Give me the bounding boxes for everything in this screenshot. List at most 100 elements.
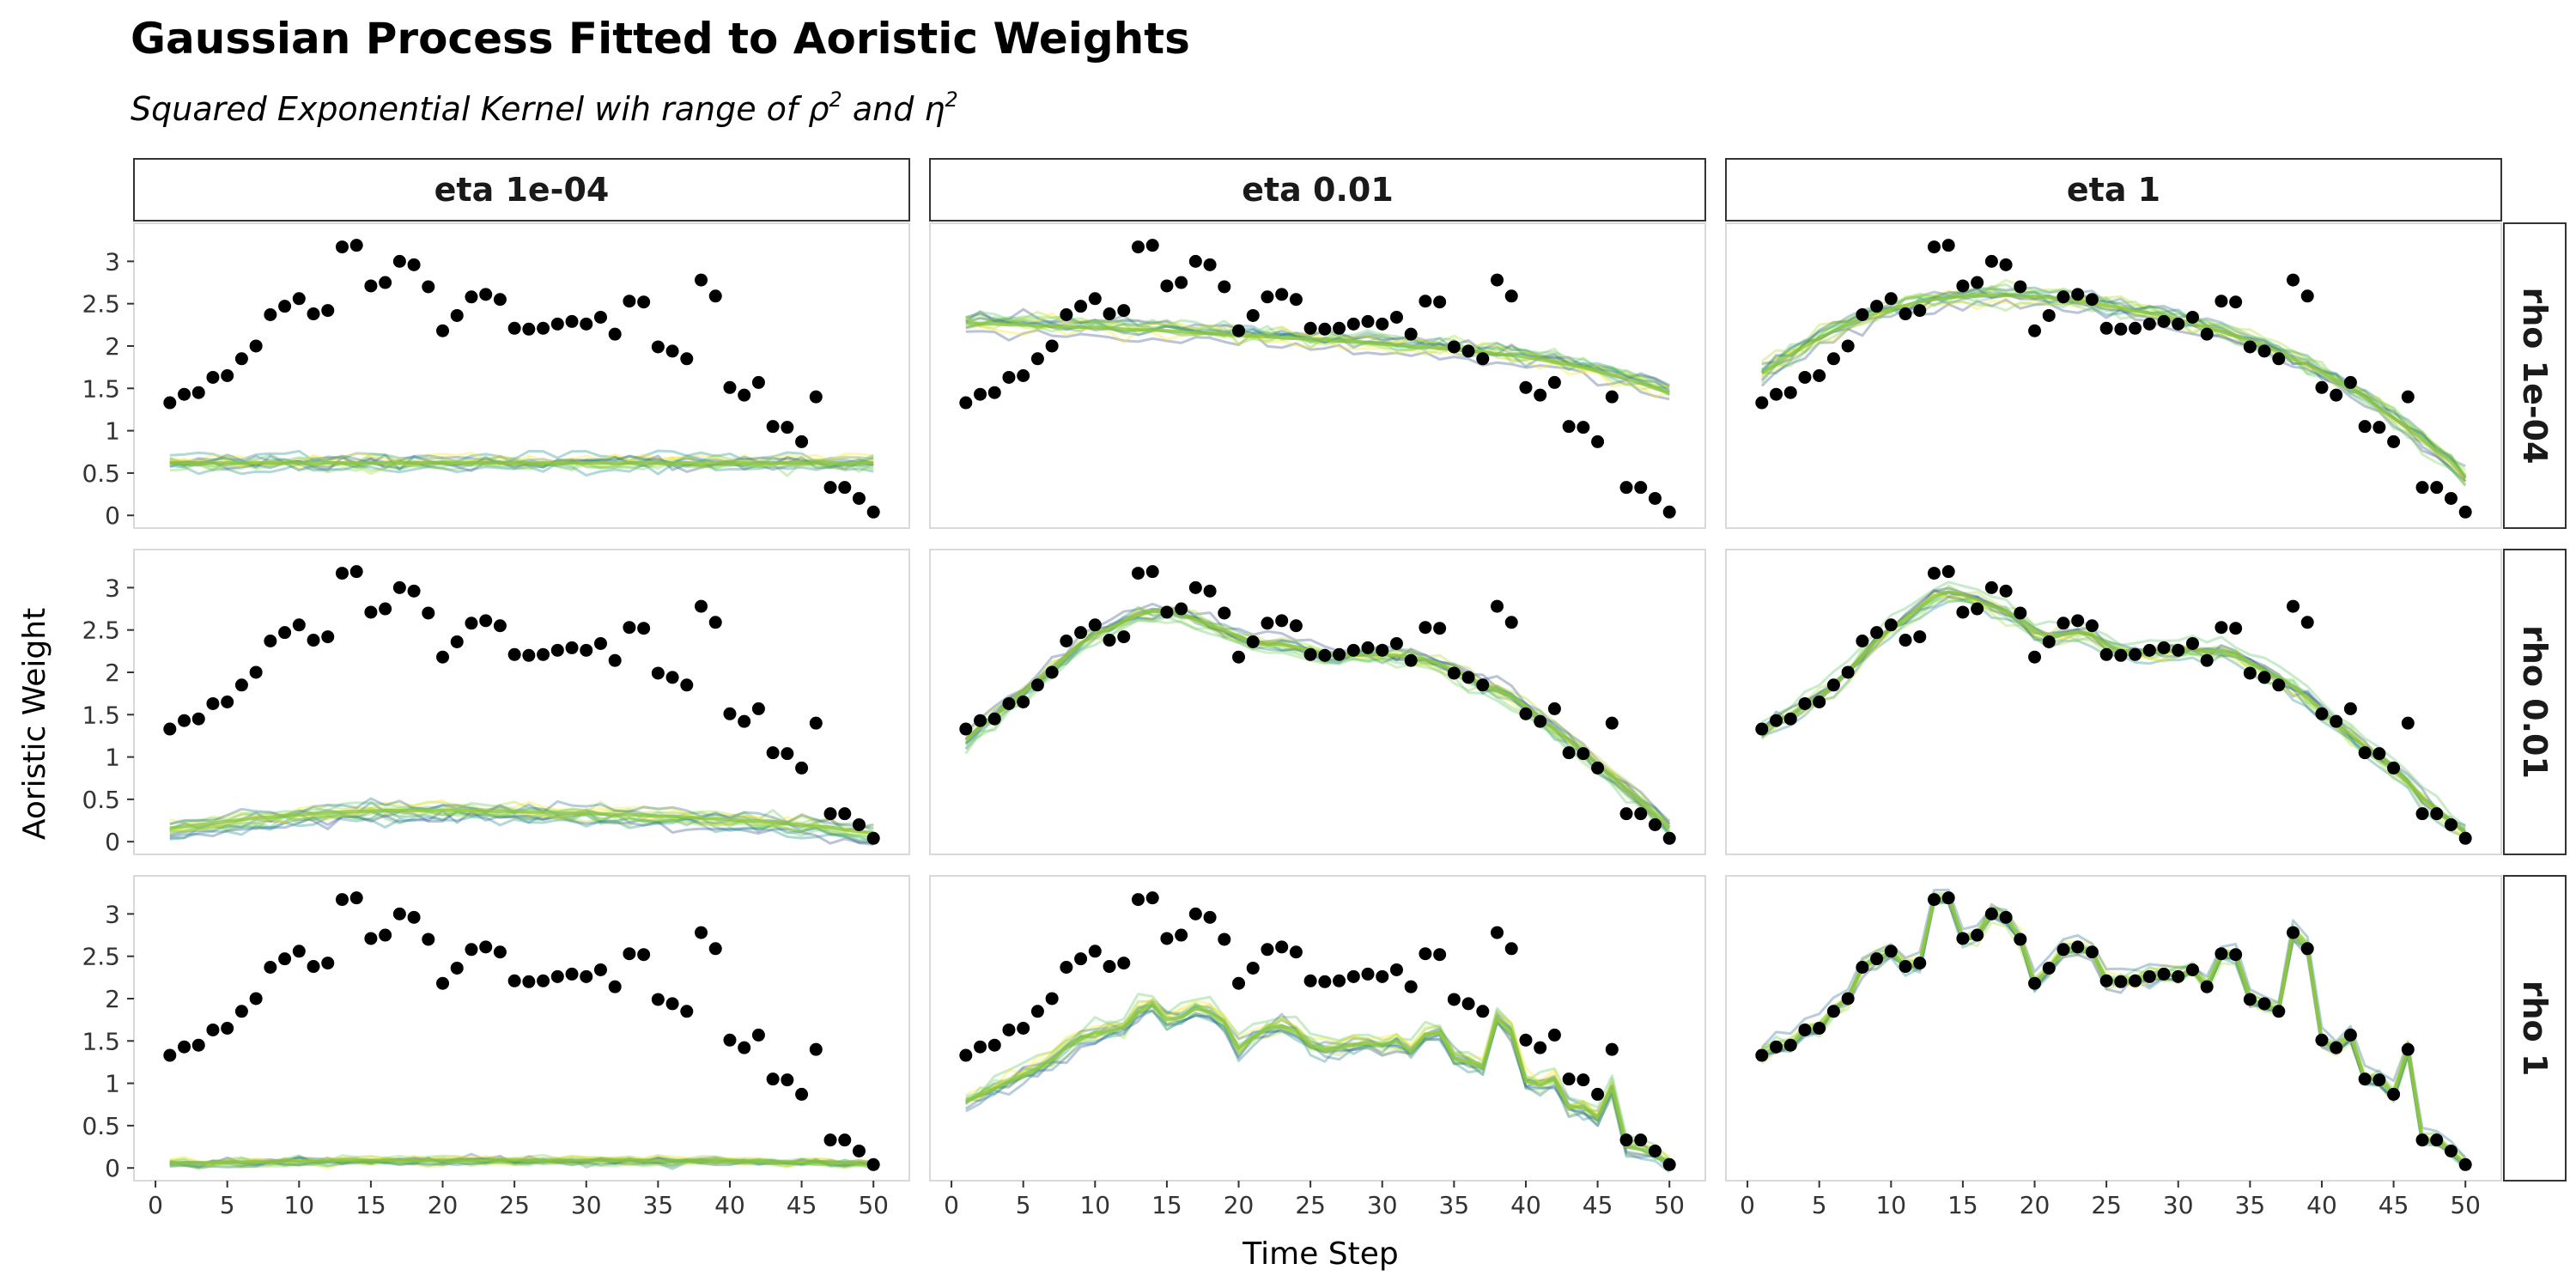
- observed-point: [565, 967, 579, 981]
- observed-point: [723, 1033, 737, 1047]
- observed-point: [1361, 314, 1375, 328]
- observed-point: [1461, 344, 1475, 358]
- observed-point: [2185, 310, 2199, 324]
- observed-point: [1030, 352, 1044, 366]
- observed-point: [465, 943, 478, 957]
- x-tick-label: 40: [1510, 1191, 1541, 1219]
- facet-strip-column: [133, 158, 910, 222]
- observed-point: [2387, 1087, 2401, 1101]
- posterior-draw-line: [169, 807, 874, 841]
- panel-border: [929, 549, 1706, 855]
- facet-panel: [1725, 222, 2502, 529]
- observed-point: [1491, 926, 1504, 939]
- observed-point: [191, 712, 205, 726]
- y-tick-label: 3: [105, 900, 120, 928]
- observed-point: [1856, 635, 1869, 647]
- observed-point: [1376, 643, 1389, 657]
- observed-point: [2085, 293, 2099, 307]
- observed-point: [651, 666, 665, 680]
- posterior-draw-line: [169, 807, 874, 841]
- observed-point: [249, 665, 263, 679]
- observed-point: [292, 618, 306, 632]
- observed-point: [335, 240, 349, 254]
- x-tick-label: 5: [1016, 1191, 1031, 1219]
- y-tick-label: 2.5: [82, 290, 120, 319]
- observed-point: [1232, 324, 1246, 337]
- subtitle-and: and: [842, 90, 925, 128]
- observed-point: [1461, 671, 1475, 684]
- posterior-draw-line: [169, 1153, 874, 1166]
- observed-point: [234, 1005, 248, 1018]
- observed-point: [1999, 584, 2013, 598]
- observed-point: [1145, 565, 1159, 579]
- observed-point: [264, 308, 277, 321]
- observed-point: [795, 1087, 809, 1101]
- observed-point: [1984, 907, 1998, 920]
- observed-point: [637, 622, 651, 635]
- observed-point: [1783, 1038, 1797, 1052]
- observed-point: [2415, 807, 2429, 821]
- observed-point: [1770, 1040, 1783, 1054]
- observed-point: [2272, 1005, 2286, 1018]
- observed-point: [1404, 980, 1418, 993]
- posterior-draw-line: [965, 1009, 1671, 1170]
- observed-point: [1770, 714, 1783, 727]
- x-tick-label: 45: [787, 1191, 817, 1219]
- observed-point: [407, 258, 421, 271]
- observed-point: [1203, 584, 1217, 598]
- observed-point: [1534, 714, 1547, 728]
- observed-point: [1289, 293, 1303, 307]
- x-tick-label: 40: [714, 1191, 745, 1219]
- x-tick-label: 35: [1439, 1191, 1470, 1219]
- observed-point: [2099, 647, 2113, 661]
- observed-point: [1447, 666, 1461, 680]
- observed-point: [1770, 387, 1783, 401]
- observed-point: [795, 434, 809, 448]
- observed-point: [1346, 317, 1360, 331]
- observed-point: [2343, 702, 2357, 715]
- posterior-mean-line: [964, 1003, 1671, 1166]
- observed-point: [379, 276, 392, 289]
- observed-point: [2057, 290, 2070, 304]
- facet-strip-row: [2503, 222, 2567, 529]
- observed-point: [2229, 622, 2243, 635]
- observed-point: [680, 1005, 694, 1018]
- observed-point: [1275, 614, 1289, 628]
- subtitle-rho-sup: 2: [829, 88, 841, 112]
- observed-point: [1346, 643, 1360, 657]
- x-tick-label: 50: [858, 1191, 889, 1219]
- observed-point: [766, 746, 780, 760]
- observed-point: [781, 421, 794, 434]
- observed-point: [1534, 388, 1547, 402]
- observed-point: [2085, 619, 2099, 633]
- observed-point: [1404, 653, 1418, 667]
- observed-point: [2287, 926, 2300, 939]
- observed-point: [1088, 945, 1102, 958]
- observed-point: [809, 716, 823, 730]
- observed-point: [695, 926, 708, 939]
- observed-point: [1547, 375, 1561, 389]
- observed-point: [1662, 831, 1676, 845]
- observed-point: [1117, 630, 1131, 644]
- observed-point: [2300, 289, 2314, 303]
- observed-point: [1131, 240, 1145, 254]
- observed-point: [550, 317, 564, 331]
- observed-point: [1884, 618, 1898, 632]
- observed-point: [1246, 635, 1260, 648]
- y-tick-label: 1.5: [82, 701, 120, 729]
- observed-point: [708, 942, 722, 956]
- observed-point: [1088, 618, 1102, 632]
- observed-point: [278, 300, 292, 313]
- observed-point: [1175, 276, 1188, 289]
- observed-point: [2358, 420, 2372, 434]
- panel-border: [1725, 222, 2502, 529]
- observed-point: [781, 1073, 794, 1087]
- observed-point: [2272, 352, 2286, 366]
- posterior-draw-line: [1760, 598, 2467, 841]
- observed-point: [1346, 969, 1360, 983]
- observed-point: [1303, 974, 1317, 987]
- observed-point: [838, 1133, 852, 1147]
- observed-point: [493, 619, 507, 633]
- observed-point: [2372, 421, 2386, 434]
- observed-point: [1605, 390, 1619, 404]
